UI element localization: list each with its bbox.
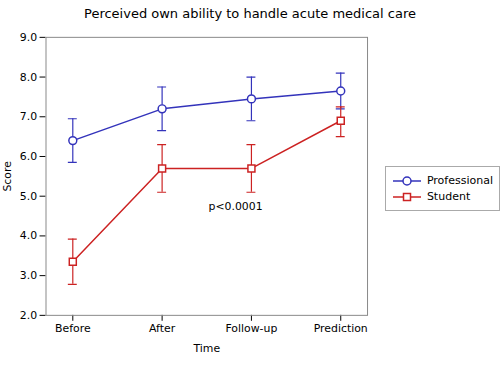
svg-text:5.0: 5.0	[20, 190, 37, 203]
svg-text:2.0: 2.0	[20, 309, 37, 322]
svg-text:Before: Before	[55, 322, 91, 335]
svg-text:Follow-up: Follow-up	[226, 322, 278, 335]
svg-text:7.0: 7.0	[20, 110, 37, 123]
html-text:Student: Student	[426, 190, 471, 204]
html-text:Perceived own ability to handl: Perceived own ability to handle acute me…	[84, 6, 416, 21]
svg-text:6.0: 6.0	[20, 150, 37, 163]
svg-text:p<0.0001: p<0.0001	[209, 200, 263, 213]
svg-text:After: After	[149, 322, 176, 335]
svg-text:9.0: 9.0	[20, 31, 37, 44]
svg-text:Time: Time	[192, 342, 220, 354]
svg-text:3.0: 3.0	[20, 269, 37, 282]
svg-text:8.0: 8.0	[20, 71, 37, 84]
svg-text:Prediction: Prediction	[314, 322, 368, 335]
svg-text:Score: Score	[1, 161, 14, 192]
html-text:Professional: Professional	[426, 174, 493, 188]
svg-text:4.0: 4.0	[20, 229, 37, 242]
